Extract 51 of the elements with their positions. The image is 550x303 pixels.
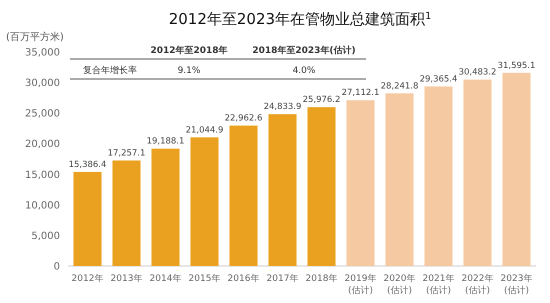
annotation: 9.1% — [178, 66, 201, 76]
x-tick-label: 2017年 — [266, 273, 298, 284]
data-label: 19,188.1 — [146, 136, 184, 147]
bar — [229, 126, 258, 266]
y-tick-label: 20,000 — [25, 139, 60, 150]
x-tick-label: 2023年 (估计) — [500, 273, 532, 296]
data-label: 22,962.6 — [224, 114, 262, 124]
annotation: 复合年增长率 — [83, 65, 137, 76]
data-label: 30,483.2 — [458, 68, 496, 78]
x-tick-label: 2020年 (估计) — [384, 273, 416, 296]
x-tick-label: 2022年 (估计) — [462, 273, 494, 296]
data-label: 21,044.9 — [186, 125, 224, 136]
data-label: 15,386.4 — [68, 160, 106, 170]
bar — [424, 86, 453, 266]
data-label: 17,257.1 — [108, 148, 146, 158]
x-tick-label: 2013年 — [110, 273, 142, 284]
y-tick-label: 25,000 — [25, 108, 60, 120]
y-tick-label: 35,000 — [25, 48, 60, 58]
annotation: 4.0% — [292, 66, 316, 76]
bar — [385, 93, 414, 266]
y-tick-label: 0 — [54, 262, 60, 272]
bar — [190, 137, 219, 266]
bar — [73, 172, 102, 266]
bar — [151, 148, 180, 266]
x-tick-label: 2016年 — [228, 273, 260, 284]
data-label: 29,365.4 — [420, 74, 458, 84]
x-tick-label: 2019年 (估计) — [344, 273, 376, 296]
x-tick-label: 2015年 — [188, 273, 220, 284]
x-tick-label: 2018年 — [306, 273, 338, 284]
bar — [502, 72, 531, 266]
x-tick-label: 2012年 — [72, 273, 104, 284]
x-tick-label: 2021年 (估计) — [422, 273, 454, 296]
data-label: 24,833.9 — [264, 102, 302, 112]
y-tick-label: 30,000 — [25, 78, 60, 90]
bar — [463, 80, 492, 266]
y-tick-label: 15,000 — [25, 170, 60, 181]
bar — [268, 114, 297, 266]
data-label: 25,976.2 — [302, 95, 340, 106]
annotation: 2018年至2023年(估计) — [252, 45, 356, 56]
y-tick-label: 10,000 — [25, 200, 60, 212]
data-label: 27,112.1 — [342, 88, 380, 98]
bar — [307, 107, 336, 266]
annotation: 2012年至2018年 — [150, 45, 228, 56]
bar — [112, 160, 141, 266]
data-label: 28,241.8 — [380, 81, 418, 92]
y-tick-label: 5,000 — [31, 230, 60, 242]
data-label: 31,595.1 — [498, 60, 536, 71]
chart-title: 2012年至2023年在管物业总建筑面积$^{1}$ — [168, 10, 432, 28]
y-axis-title: (百万平方米) — [6, 31, 64, 43]
bar — [346, 100, 375, 266]
x-tick-label: 2014年 — [150, 273, 182, 284]
